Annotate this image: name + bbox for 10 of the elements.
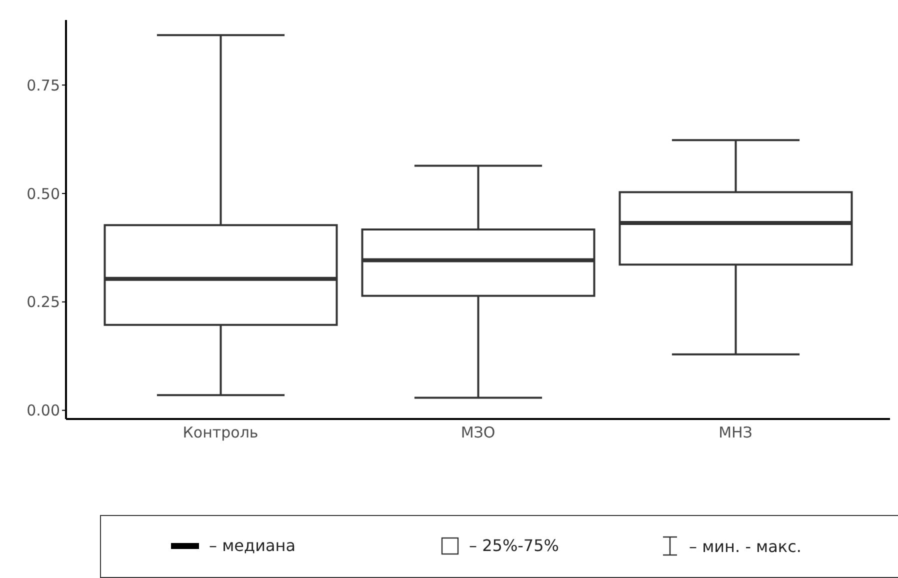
text: – мин. - макс. bbox=[689, 536, 802, 556]
text: – 25%-75% bbox=[469, 536, 559, 555]
x-tick-label: МНЗ bbox=[718, 424, 752, 442]
y-tick-label: 0.50 bbox=[26, 184, 60, 203]
x-tick-label: МЗО bbox=[460, 424, 496, 442]
text: – медиана bbox=[209, 536, 296, 555]
y-tick-label: 0.25 bbox=[26, 293, 60, 312]
x-tick-label: Контроль bbox=[182, 424, 258, 442]
y-tick-label: 0.00 bbox=[26, 402, 60, 420]
y-tick-label: 0.75 bbox=[26, 76, 60, 94]
